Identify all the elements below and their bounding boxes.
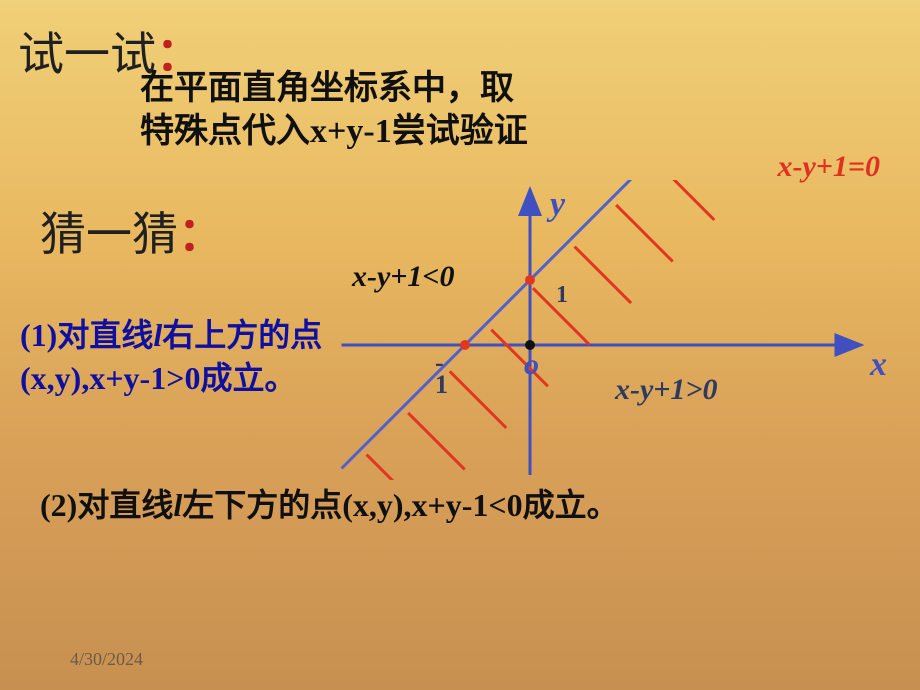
footer-date: 4/30/2024 [70, 649, 143, 670]
stmt2-l: l [173, 487, 182, 523]
tick-neg1-x: - 1 [435, 352, 448, 396]
statement-2: (2)对直线l左下方的点(x,y),x+y-1<0成立。 [40, 484, 820, 527]
equation-label: x-y+1=0 [778, 150, 881, 184]
statement-1: (1)对直线l右上方的点(x,y),x+y-1>0成立。 [20, 314, 330, 400]
region-upper-label: x-y+1<0 [352, 260, 455, 294]
stmt1-p1: (1)对直线 [20, 317, 153, 353]
x-axis-label: x [870, 346, 887, 384]
region-lower-label: x-y+1>0 [615, 373, 718, 407]
title-try-text: 试一试 [18, 29, 156, 80]
title-guess-text: 猜一猜 [40, 209, 178, 260]
title-guess: 猜一猜： [40, 198, 224, 264]
title-guess-colon: ： [178, 209, 224, 260]
origin-label: o [524, 348, 539, 382]
tick-1-y: 1 [556, 282, 568, 309]
tick-neg-1: 1 [435, 370, 448, 399]
subtitle-line2: 特殊点代入x+y-1尝试验证 [140, 113, 528, 150]
coordinate-graph [340, 180, 880, 480]
stmt1-l: l [153, 317, 162, 353]
y-axis-label: y [550, 186, 565, 224]
stmt2-p2: 左下方的点(x,y),x+y-1<0成立。 [182, 487, 618, 523]
stmt2-p1: (2)对直线 [40, 487, 173, 523]
subtitle: 在平面直角坐标系中，取 特殊点代入x+y-1尝试验证 [140, 68, 528, 153]
subtitle-line1: 在平面直角坐标系中，取 [140, 70, 514, 107]
